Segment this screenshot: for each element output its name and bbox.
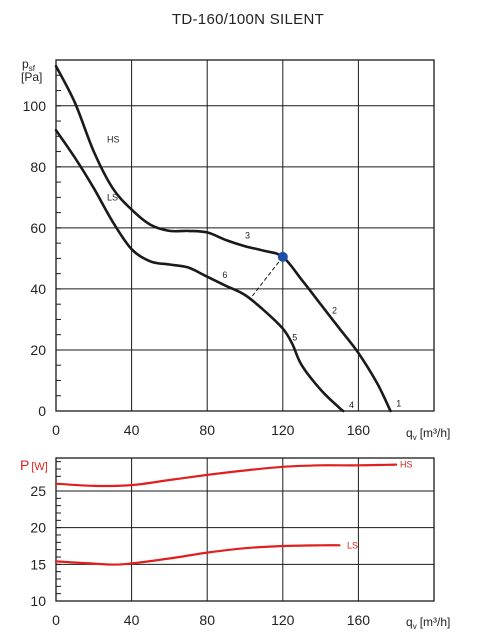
x-tick-label: 80: [199, 422, 215, 438]
operating-point: [277, 251, 288, 262]
y-tick-label: 100: [23, 98, 47, 114]
plot-frame: [55, 457, 435, 602]
power-axis-label: P [W]: [20, 457, 48, 473]
curve-annotation: 3: [245, 231, 250, 241]
flow-axis-label-bottom: qv [m³/h]: [406, 615, 450, 631]
x-tick-label: 160: [347, 422, 371, 438]
curve-annotation: 1: [396, 398, 401, 408]
y-tick-label: 15: [30, 556, 46, 572]
x-tick-label: 160: [347, 612, 371, 628]
x-tick-label: 40: [124, 422, 140, 438]
series-line-ls: [54, 544, 341, 566]
series-line-hs: [54, 64, 392, 413]
y-tick-label: 10: [30, 593, 46, 609]
operating-connector: [250, 256, 284, 299]
pressure-axis-unit: [Pa]: [21, 70, 42, 84]
x-tick-label: 80: [199, 612, 215, 628]
curve-annotation: 5: [292, 333, 297, 343]
y-tick-label: 60: [30, 220, 46, 236]
x-tick-label: 120: [271, 612, 295, 628]
curve-annotation: LS: [347, 540, 358, 550]
pressure-plot: 0 40 80 120 160 0 20 40 60 80 100 HS LS 1 2 3 4 5 6: [23, 59, 435, 438]
y-tick-label: 40: [30, 281, 46, 297]
series-line-hs: [54, 463, 398, 488]
y-tick-label: 0: [38, 403, 46, 419]
flow-axis-label-top: qv [m³/h]: [406, 426, 450, 442]
y-tick-label: 20: [30, 342, 46, 358]
y-tick-label: 20: [30, 520, 46, 536]
series-line-ls: [54, 128, 345, 413]
curve-annotation: HS: [400, 460, 413, 470]
curve-annotation: 2: [332, 305, 337, 315]
y-tick-label: 80: [30, 159, 46, 175]
curve-annotation: LS: [107, 192, 118, 202]
y-tick-label: 25: [30, 483, 46, 499]
power-plot: 0 40 80 120 160 10 15 20 25 HS LS: [30, 457, 435, 628]
chart-title: TD-160/100N SILENT: [172, 11, 324, 28]
x-tick-label: 0: [52, 612, 60, 628]
x-tick-label: 0: [52, 422, 60, 438]
curve-annotation: 4: [349, 400, 354, 410]
x-tick-label: 40: [124, 612, 140, 628]
curve-annotation: 6: [222, 270, 227, 280]
curve-annotation: HS: [107, 134, 120, 144]
plot-frame: [55, 59, 435, 412]
x-tick-label: 120: [271, 422, 295, 438]
pressure-axis-label: psf: [22, 57, 36, 73]
